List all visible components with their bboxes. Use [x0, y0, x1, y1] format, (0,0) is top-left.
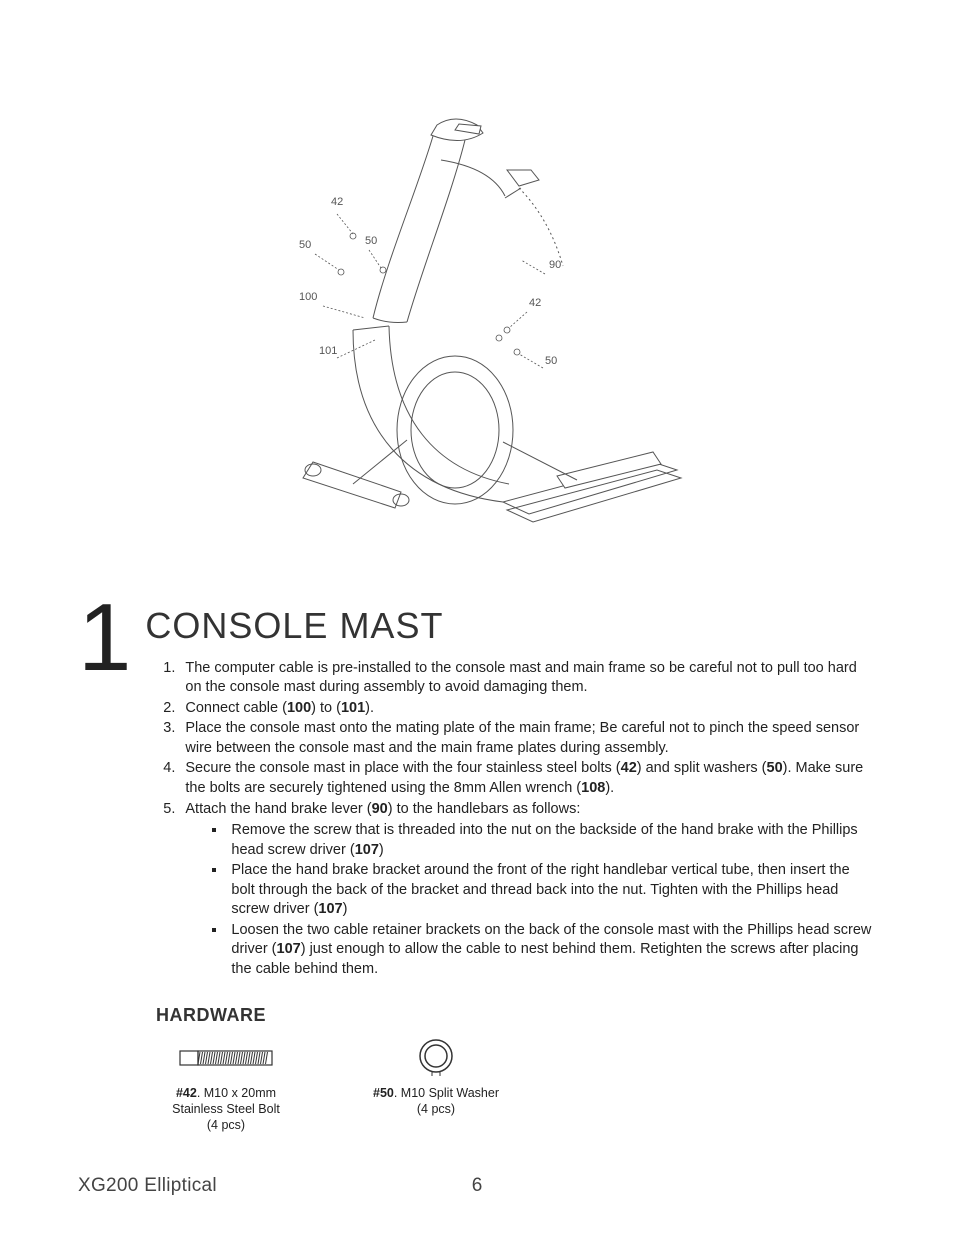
bullet-item: Place the hand brake bracket around the … — [227, 861, 876, 920]
step-item: Attach the hand brake lever (90) to the … — [179, 800, 876, 980]
footer-product: XG200 Elliptical — [78, 1173, 217, 1199]
hardware-list: #42. M10 x 20mm Stainless Steel Bolt(4 p… — [156, 1037, 876, 1134]
section-header: 1 CONSOLE MAST The computer cable is pre… — [78, 600, 876, 981]
diagram-callout: 90 — [549, 259, 561, 271]
part-ref: 90 — [372, 801, 388, 817]
step-item: Place the console mast onto the mating p… — [179, 719, 876, 758]
diagram-callout: 42 — [529, 297, 541, 309]
step-item: The computer cable is pre-installed to t… — [179, 659, 876, 698]
hardware-label: #42. M10 x 20mm Stainless Steel Bolt(4 p… — [156, 1085, 296, 1134]
bolt-icon — [156, 1037, 296, 1079]
footer-page-number: 6 — [472, 1173, 483, 1199]
diagram-callout: 101 — [319, 345, 337, 357]
steps-list: The computer cable is pre-installed to t… — [145, 659, 876, 980]
page-footer: XG200 Elliptical 6 — [78, 1173, 876, 1199]
diagram-callout: 100 — [299, 291, 317, 303]
washer-icon — [366, 1037, 506, 1079]
bullet-item: Remove the screw that is threaded into t… — [227, 821, 876, 860]
assembly-diagram: 42 50 50 100 101 90 42 50 — [78, 110, 876, 590]
step-number: 1 — [78, 600, 127, 677]
part-ref: 107 — [277, 941, 301, 957]
hardware-label: #50. M10 Split Washer(4 pcs) — [366, 1085, 506, 1118]
part-ref: 107 — [318, 901, 342, 917]
diagram-callout: 50 — [299, 239, 311, 251]
diagram-callout: 50 — [545, 355, 557, 367]
instructions: The computer cable is pre-installed to t… — [145, 659, 876, 980]
step-item: Connect cable (100) to (101). — [179, 699, 876, 719]
bullet-item: Loosen the two cable retainer brackets o… — [227, 921, 876, 980]
part-ref: 42 — [621, 760, 637, 776]
hardware-item: #50. M10 Split Washer(4 pcs) — [366, 1037, 506, 1134]
part-ref: 50 — [767, 760, 783, 776]
part-ref: 107 — [355, 842, 379, 858]
section-title: CONSOLE MAST — [145, 602, 876, 651]
diagram-callout: 42 — [331, 196, 343, 208]
sub-bullets: Remove the screw that is threaded into t… — [185, 821, 876, 980]
part-ref: 108 — [581, 780, 605, 796]
hardware-heading: HARDWARE — [156, 1003, 876, 1027]
part-ref: 101 — [341, 700, 365, 716]
assembly-diagram-svg: 42 50 50 100 101 90 42 50 — [257, 110, 697, 590]
diagram-callout: 50 — [365, 235, 377, 247]
hardware-item: #42. M10 x 20mm Stainless Steel Bolt(4 p… — [156, 1037, 296, 1134]
step-item: Secure the console mast in place with th… — [179, 759, 876, 798]
part-ref: 100 — [287, 700, 311, 716]
